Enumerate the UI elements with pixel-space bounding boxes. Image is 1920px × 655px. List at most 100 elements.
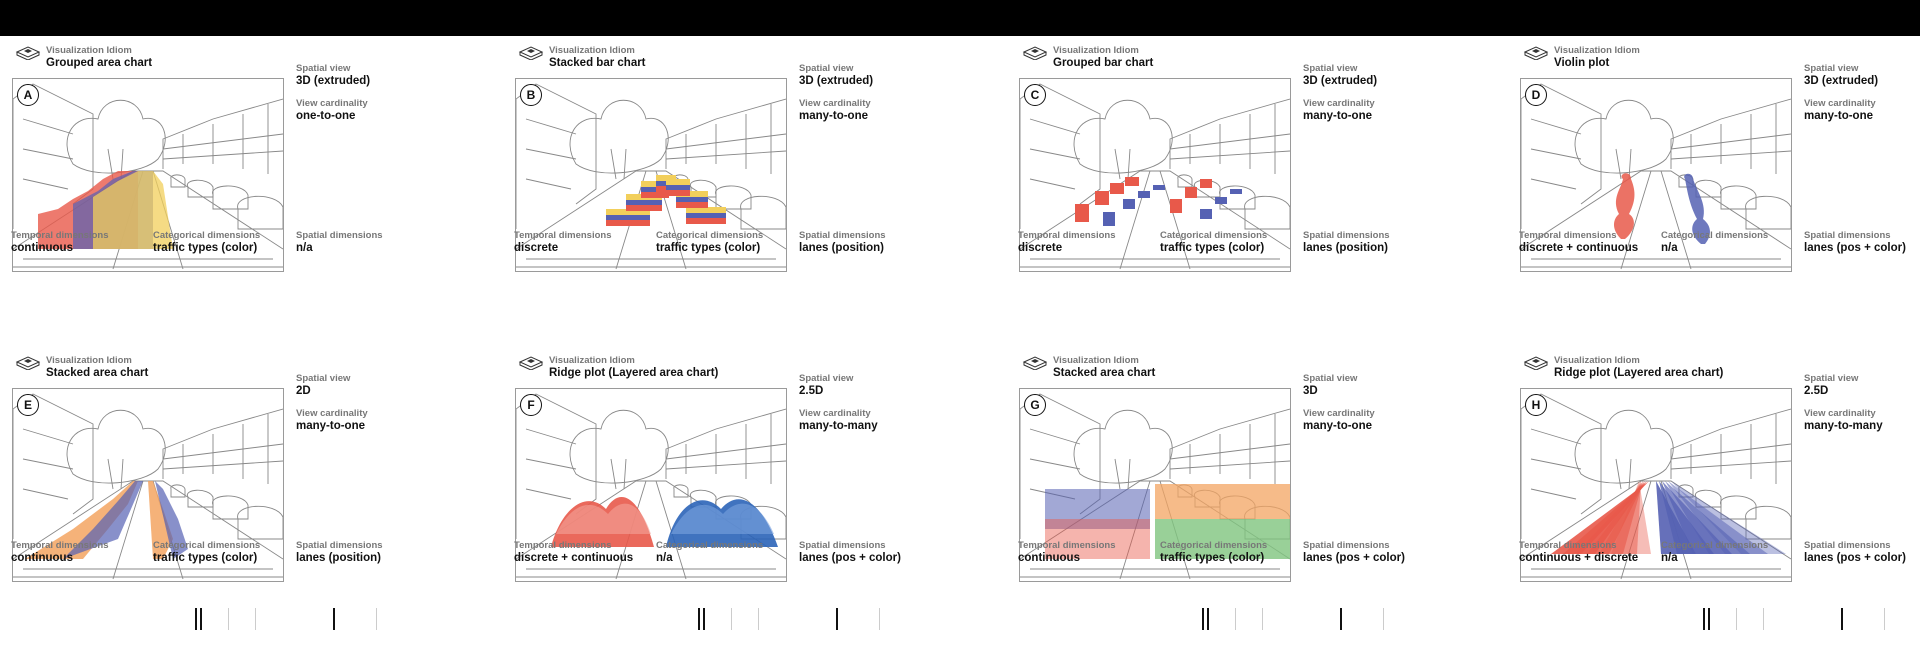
categorical-label: Categorical dimensions [153, 540, 261, 551]
categorical-value: n/a [656, 552, 673, 564]
stack-red [641, 192, 669, 198]
view-cardinality-value: many-to-one [296, 420, 365, 432]
street-scene: G [1019, 388, 1291, 582]
idiom-name: Ridge plot (Layered area chart) [549, 367, 719, 379]
bar-blue [1138, 191, 1150, 198]
ridge-blue [1671, 481, 1786, 554]
idiom-name: Grouped area chart [46, 57, 153, 69]
scale-tick [1763, 608, 1764, 630]
cube-icon [518, 356, 544, 370]
panel-letter-badge: C [1024, 84, 1046, 106]
bar-blue [1215, 197, 1227, 204]
stack-yellow [641, 181, 669, 187]
street-scene: C [1019, 78, 1291, 272]
spatial-view-value: 2.5D [1804, 385, 1829, 397]
idiom-label: Visualization Idiom [1053, 355, 1139, 366]
categorical-label: Categorical dimensions [153, 230, 261, 241]
area-blue [1045, 489, 1150, 529]
panel-letter-badge: H [1525, 394, 1547, 416]
scale-tick [1703, 608, 1705, 630]
scale-tick [836, 608, 838, 630]
spatial-dims-value: lanes (position) [1303, 242, 1388, 254]
idiom-name: Stacked bar chart [549, 57, 646, 69]
bar-red [1110, 183, 1124, 194]
ridge-red [1563, 481, 1647, 554]
area-green [1155, 519, 1290, 559]
cube-icon [1523, 356, 1549, 370]
temporal-value: discrete + continuous [1519, 242, 1639, 254]
spatial-view-value: 2.5D [799, 385, 824, 397]
panel-letter-badge: F [520, 394, 542, 416]
area-orange [1155, 484, 1290, 519]
cube-icon [518, 46, 544, 60]
temporal-value: discrete [514, 242, 559, 254]
categorical-value: traffic types (color) [1160, 552, 1265, 564]
ridge-red [1611, 481, 1651, 554]
scale-tick [255, 608, 256, 630]
temporal-value: discrete + continuous [514, 552, 634, 564]
spatial-view-label: Spatial view [1303, 373, 1358, 384]
view-cardinality-value: one-to-one [296, 110, 356, 122]
stack-red [606, 220, 650, 226]
view-cardinality-label: View cardinality [1303, 408, 1375, 419]
categorical-label: Categorical dimensions [656, 540, 764, 551]
violin-red [1614, 173, 1635, 239]
scale-tick [698, 608, 700, 630]
spatial-dims-value: lanes (position) [799, 242, 884, 254]
bar-blue [1123, 199, 1135, 209]
spatial-dims-value: lanes (position) [296, 552, 381, 564]
ridge-red [1587, 481, 1643, 554]
stack-blue [606, 215, 650, 220]
bar-red [1170, 199, 1182, 213]
categorical-label: Categorical dimensions [1661, 230, 1769, 241]
ridge-red [1575, 481, 1645, 554]
spatial-dims-value: lanes (pos + color) [1303, 552, 1405, 564]
spatial-view-label: Spatial view [799, 63, 854, 74]
spatial-dims-value: lanes (pos + color) [799, 552, 901, 564]
spatial-dims-label: Spatial dimensions [1804, 540, 1891, 551]
idiom-name: Stacked area chart [46, 367, 149, 379]
view-cardinality-label: View cardinality [296, 408, 368, 419]
spatial-dims-label: Spatial dimensions [296, 540, 383, 551]
temporal-label: Temporal dimensions [1018, 540, 1116, 551]
categorical-value: traffic types (color) [153, 242, 258, 254]
temporal-label: Temporal dimensions [1018, 230, 1116, 241]
street-scene: E [12, 388, 284, 582]
scale-tick [228, 608, 229, 630]
scale-tick [1736, 608, 1737, 630]
ridge-red [1551, 481, 1649, 554]
scale-tick [1884, 608, 1885, 630]
scale-tick [1708, 608, 1710, 630]
stack-red [626, 205, 662, 211]
scale-tick [195, 608, 197, 630]
street-scene: D [1520, 78, 1792, 272]
view-cardinality-label: View cardinality [1804, 408, 1876, 419]
idiom-label: Visualization Idiom [46, 45, 132, 56]
panel-h: Visualization Idiom Ridge plot (Layered … [1508, 346, 1920, 636]
cube-icon [15, 46, 41, 60]
view-cardinality-value: many-to-many [1804, 420, 1883, 432]
area-pink [1045, 519, 1150, 559]
spatial-view-value: 3D [1303, 385, 1318, 397]
view-cardinality-value: many-to-one [1804, 110, 1873, 122]
scale-tick [1202, 608, 1204, 630]
stack-blue [686, 213, 726, 218]
scale-tick [200, 608, 202, 630]
area-blue [63, 481, 143, 559]
stack-blue [626, 200, 662, 205]
temporal-value: continuous [1018, 552, 1080, 564]
stack-red [676, 202, 708, 208]
scale-tick [879, 608, 880, 630]
view-cardinality-label: View cardinality [1303, 98, 1375, 109]
area-orange [148, 481, 173, 559]
spatial-view-value: 2D [296, 385, 311, 397]
categorical-label: Categorical dimensions [656, 230, 764, 241]
categorical-label: Categorical dimensions [1160, 230, 1268, 241]
street-scene: H [1520, 388, 1792, 582]
panel-g: Visualization Idiom Stacked area chart G… [1007, 346, 1477, 636]
bar-red [1185, 187, 1197, 198]
categorical-value: n/a [1661, 242, 1678, 254]
spatial-dims-value: n/a [296, 242, 313, 254]
scale-tick [1383, 608, 1384, 630]
spatial-view-value: 3D (extruded) [1303, 75, 1378, 87]
